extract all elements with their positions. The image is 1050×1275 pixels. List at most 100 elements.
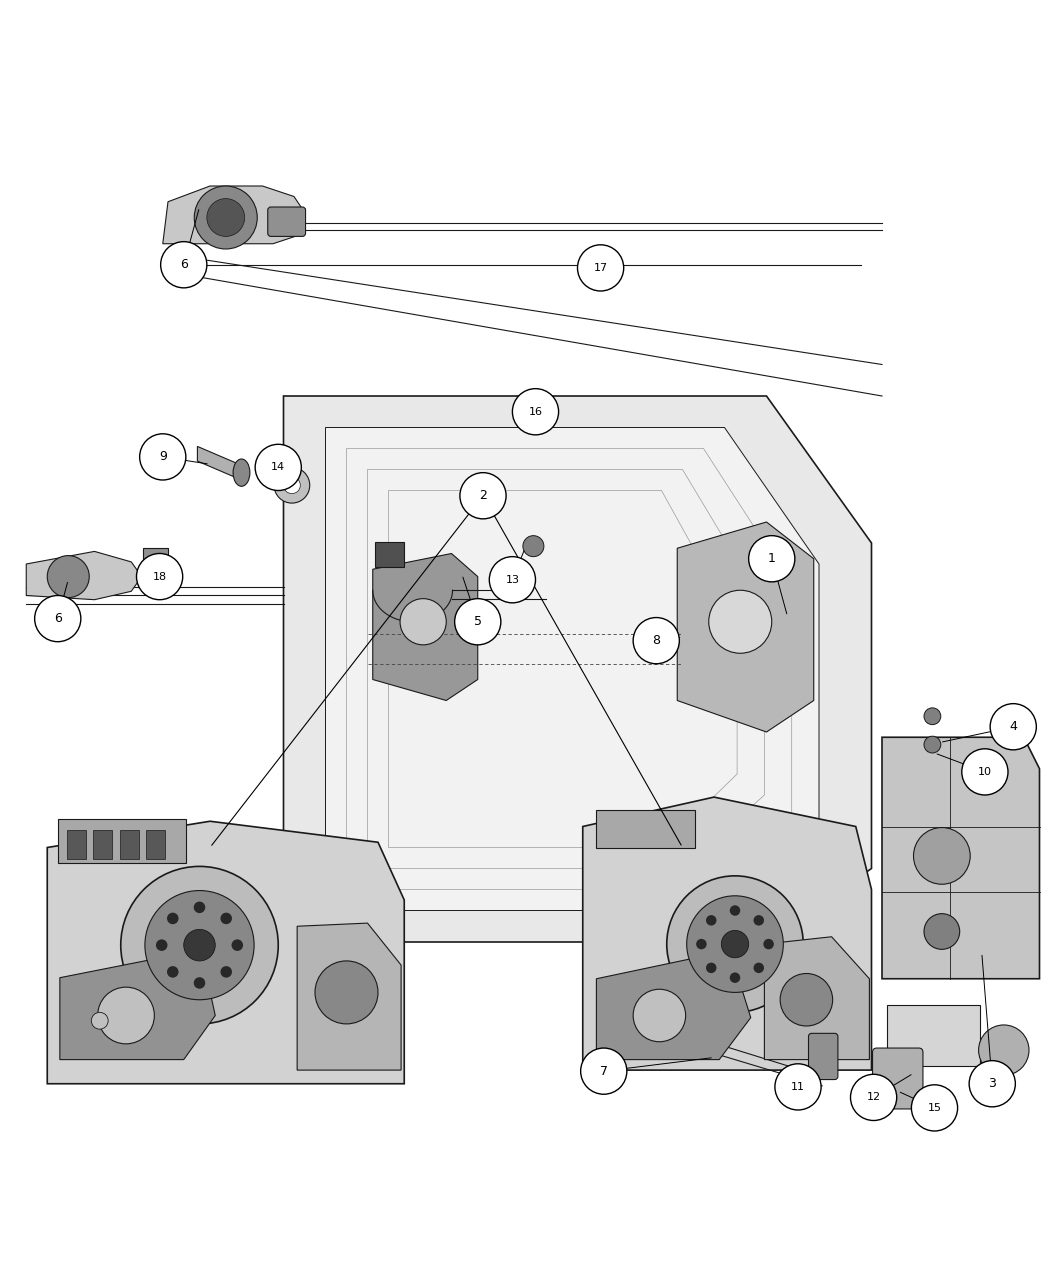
Circle shape: [193, 977, 206, 988]
Circle shape: [962, 748, 1008, 796]
Circle shape: [754, 963, 764, 973]
Circle shape: [696, 938, 707, 950]
Circle shape: [687, 896, 783, 992]
Text: 10: 10: [978, 766, 992, 776]
FancyBboxPatch shape: [58, 819, 186, 863]
Circle shape: [284, 477, 300, 493]
Polygon shape: [197, 446, 242, 479]
Text: 1: 1: [768, 552, 776, 565]
FancyBboxPatch shape: [120, 830, 139, 859]
Circle shape: [167, 966, 178, 978]
Circle shape: [98, 987, 154, 1044]
Circle shape: [207, 199, 245, 236]
Circle shape: [969, 1061, 1015, 1107]
FancyBboxPatch shape: [375, 542, 404, 567]
Circle shape: [914, 827, 970, 885]
Polygon shape: [764, 937, 869, 1060]
Circle shape: [140, 434, 186, 479]
FancyBboxPatch shape: [67, 830, 86, 859]
Circle shape: [121, 867, 278, 1024]
Circle shape: [220, 966, 232, 978]
Circle shape: [721, 931, 749, 958]
Circle shape: [924, 914, 960, 950]
Circle shape: [633, 617, 679, 664]
Circle shape: [780, 974, 833, 1026]
FancyBboxPatch shape: [268, 207, 306, 236]
Circle shape: [633, 989, 686, 1042]
Circle shape: [489, 557, 536, 603]
FancyBboxPatch shape: [808, 1033, 838, 1080]
Circle shape: [667, 876, 803, 1012]
FancyBboxPatch shape: [887, 1005, 980, 1066]
Circle shape: [455, 599, 501, 645]
Polygon shape: [583, 797, 871, 1070]
Circle shape: [924, 736, 941, 754]
FancyBboxPatch shape: [873, 1048, 923, 1109]
Circle shape: [730, 905, 740, 915]
Text: 9: 9: [159, 450, 167, 463]
Polygon shape: [677, 521, 814, 732]
FancyBboxPatch shape: [93, 830, 112, 859]
Text: 7: 7: [600, 1065, 608, 1077]
Text: 3: 3: [988, 1077, 996, 1090]
Text: 6: 6: [54, 612, 62, 625]
Polygon shape: [47, 821, 404, 1084]
Text: 4: 4: [1009, 720, 1017, 733]
Circle shape: [581, 1048, 627, 1094]
Circle shape: [91, 1012, 108, 1029]
Circle shape: [400, 599, 446, 645]
Circle shape: [194, 186, 257, 249]
Polygon shape: [26, 551, 142, 599]
Circle shape: [924, 708, 941, 724]
Circle shape: [709, 590, 772, 653]
Polygon shape: [163, 186, 304, 244]
Circle shape: [255, 444, 301, 491]
Circle shape: [47, 556, 89, 598]
Circle shape: [754, 915, 764, 926]
FancyBboxPatch shape: [596, 810, 695, 848]
Circle shape: [578, 245, 624, 291]
Circle shape: [523, 536, 544, 557]
FancyBboxPatch shape: [146, 830, 165, 859]
Text: 2: 2: [479, 490, 487, 502]
Text: 16: 16: [528, 407, 543, 417]
Polygon shape: [373, 553, 478, 700]
Polygon shape: [297, 923, 401, 1070]
Text: 11: 11: [791, 1082, 805, 1091]
Text: 8: 8: [652, 634, 660, 648]
Text: 13: 13: [505, 575, 520, 585]
Circle shape: [231, 940, 244, 951]
Circle shape: [706, 915, 716, 926]
Polygon shape: [326, 427, 819, 910]
Text: 5: 5: [474, 616, 482, 629]
Circle shape: [193, 901, 206, 913]
Circle shape: [512, 389, 559, 435]
Circle shape: [990, 704, 1036, 750]
Circle shape: [35, 595, 81, 641]
Circle shape: [730, 973, 740, 983]
Circle shape: [979, 1025, 1029, 1075]
Circle shape: [775, 1063, 821, 1111]
Text: 6: 6: [180, 259, 188, 272]
Circle shape: [911, 1085, 958, 1131]
Circle shape: [155, 940, 168, 951]
Circle shape: [706, 963, 716, 973]
Text: 18: 18: [152, 571, 167, 581]
Polygon shape: [60, 959, 215, 1060]
Circle shape: [145, 890, 254, 1000]
Circle shape: [220, 913, 232, 924]
Text: 14: 14: [271, 463, 286, 473]
Polygon shape: [284, 397, 871, 942]
Circle shape: [167, 913, 178, 924]
Circle shape: [184, 929, 215, 961]
Polygon shape: [882, 737, 1040, 979]
Circle shape: [850, 1075, 897, 1121]
Circle shape: [763, 938, 774, 950]
Circle shape: [136, 553, 183, 599]
Circle shape: [161, 242, 207, 288]
Circle shape: [749, 536, 795, 581]
Polygon shape: [596, 959, 751, 1060]
Circle shape: [274, 468, 310, 504]
FancyBboxPatch shape: [143, 548, 168, 569]
Ellipse shape: [233, 459, 250, 486]
